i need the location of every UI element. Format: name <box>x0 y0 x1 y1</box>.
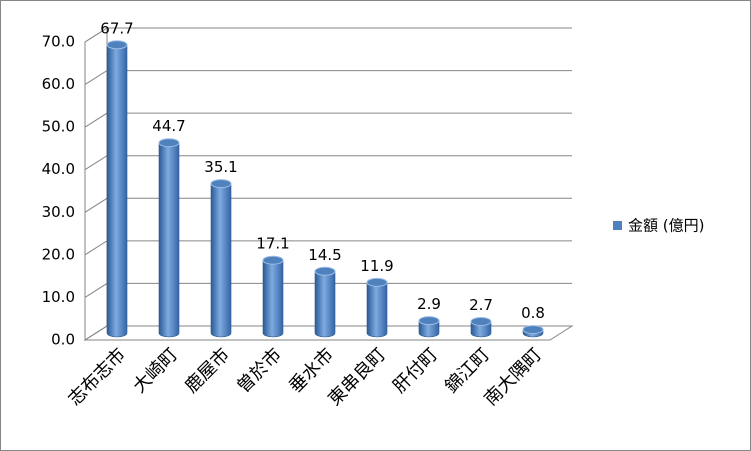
bar-top <box>158 138 180 148</box>
data-label: 2.7 <box>469 296 493 314</box>
y-tick-label: 20.0 <box>42 245 75 263</box>
bar-top <box>106 40 128 50</box>
y-tick-label: 50.0 <box>42 118 75 136</box>
bar-body <box>106 44 128 338</box>
y-tick-label: 10.0 <box>42 288 75 306</box>
bar-body <box>158 142 180 338</box>
bar-top <box>262 255 284 265</box>
data-label: 44.7 <box>152 117 185 135</box>
data-label: 0.8 <box>521 304 545 322</box>
data-label: 17.1 <box>256 235 289 253</box>
data-label: 2.9 <box>417 295 441 313</box>
bar-top <box>418 316 440 326</box>
bar-top <box>366 277 388 287</box>
legend-label: 金額 (億円) <box>628 217 704 235</box>
grid-line <box>84 27 572 43</box>
data-label: 35.1 <box>204 158 237 176</box>
data-label: 67.7 <box>100 19 133 37</box>
y-tick-label: 40.0 <box>42 160 75 178</box>
y-tick-label: 60.0 <box>42 75 75 93</box>
bar-top <box>314 266 336 276</box>
bar-body <box>366 282 388 338</box>
bar-body <box>210 183 232 338</box>
bar-body <box>418 320 440 338</box>
bar-body <box>314 270 336 338</box>
y-tick-label: 70.0 <box>42 33 75 51</box>
legend-swatch <box>613 221 622 230</box>
bar-top <box>210 179 232 189</box>
data-label: 14.5 <box>308 246 341 264</box>
bar-body <box>262 259 284 338</box>
bar-top <box>470 317 492 327</box>
y-tick-label: 0.0 <box>51 331 75 349</box>
bar-top <box>522 325 544 335</box>
y-tick-label: 30.0 <box>42 203 75 221</box>
data-label: 11.9 <box>360 257 393 275</box>
